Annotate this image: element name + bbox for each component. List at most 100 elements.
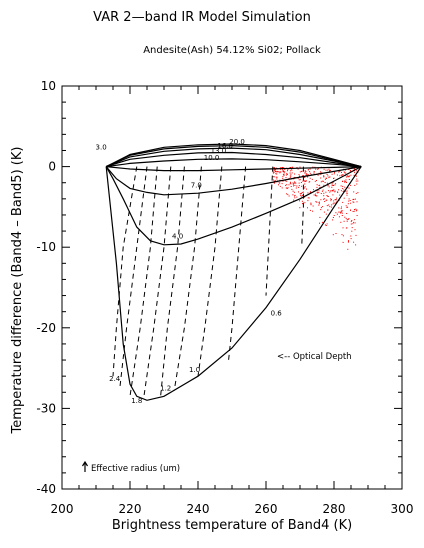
observation-point <box>342 235 344 237</box>
observation-point <box>320 193 322 194</box>
observation-point <box>316 201 318 203</box>
observation-point <box>312 210 314 212</box>
observation-point <box>332 190 334 192</box>
observation-point <box>323 175 325 177</box>
observation-point <box>331 183 333 185</box>
optical-depth-annotation: <-- Optical Depth <box>277 352 352 362</box>
observation-point <box>275 173 277 175</box>
observation-point <box>279 172 281 174</box>
observation-point <box>335 212 337 214</box>
radius-label: 16.0 <box>217 142 233 150</box>
observation-point <box>340 190 342 192</box>
radius-labels: 3.0 4.0 7.0 10.013.016.020.0 <box>96 138 245 240</box>
observation-point <box>307 176 309 178</box>
optical-depth-label: 0.6 <box>271 310 283 318</box>
optical-depth-line <box>228 166 247 361</box>
observation-point <box>340 212 342 214</box>
observation-point <box>348 240 349 242</box>
observation-point <box>286 180 288 182</box>
observation-point <box>326 223 328 225</box>
observation-point <box>304 186 306 188</box>
observation-point <box>298 185 300 187</box>
observation-point <box>322 180 324 182</box>
observation-point <box>316 180 317 182</box>
observation-point <box>279 182 281 184</box>
observation-point <box>355 208 357 210</box>
observation-point <box>332 190 334 191</box>
observation-point <box>319 222 320 224</box>
observation-point <box>352 223 354 225</box>
observation-point <box>300 193 302 194</box>
optical-depth-labels: 2.4 1.8 1.2 1.0 0.6 <box>109 310 282 405</box>
observation-point <box>286 173 288 175</box>
observation-point <box>290 173 292 175</box>
observation-point <box>327 184 329 186</box>
observation-point <box>319 216 321 218</box>
up-arrow-icon <box>81 460 89 472</box>
observation-point <box>339 194 341 196</box>
observation-point <box>341 206 342 208</box>
observation-point <box>325 199 327 201</box>
observation-point <box>341 174 343 176</box>
observation-point <box>331 186 333 188</box>
observation-point <box>354 229 356 231</box>
observation-point <box>275 176 277 178</box>
x-tick-label: 220 <box>119 502 142 516</box>
observation-point <box>353 201 355 203</box>
observation-point <box>350 184 352 186</box>
y-tick-label: -40 <box>36 482 56 496</box>
observation-point <box>294 197 296 199</box>
observation-point <box>299 179 301 181</box>
observation-point <box>346 206 348 208</box>
observation-point <box>352 199 354 200</box>
observation-point <box>288 184 290 186</box>
observation-point <box>330 190 332 192</box>
observation-point <box>275 171 276 172</box>
observation-point <box>338 207 340 209</box>
observation-point <box>304 181 306 183</box>
observation-point <box>342 181 343 182</box>
observation-point <box>303 180 305 182</box>
y-tick-label: 0 <box>48 160 56 174</box>
observation-point <box>306 173 308 175</box>
observation-point <box>317 192 319 194</box>
observation-point <box>289 167 291 169</box>
observation-point <box>320 177 322 179</box>
x-tick-label: 260 <box>255 502 278 516</box>
axis-ticks <box>61 85 403 490</box>
observation-point <box>332 219 334 221</box>
observation-point <box>299 175 300 177</box>
optical-depth-label: 1.0 <box>189 366 200 374</box>
observation-point <box>298 182 300 184</box>
observation-point <box>322 189 324 191</box>
radius-label: 7.0 <box>191 182 202 190</box>
y-tick-label: -10 <box>36 240 56 254</box>
observation-point <box>287 187 289 189</box>
observation-point <box>323 192 325 194</box>
observation-point <box>327 195 329 197</box>
observation-point <box>291 166 293 168</box>
observation-point <box>309 172 311 174</box>
observation-point <box>299 193 301 195</box>
observation-point <box>274 179 276 181</box>
observation-point <box>289 176 291 178</box>
observation-point <box>299 166 301 168</box>
observation-point <box>325 169 327 171</box>
observation-point <box>281 187 283 189</box>
observation-point <box>344 181 346 183</box>
observation-point <box>342 227 344 229</box>
observation-point <box>354 209 355 210</box>
observation-point <box>304 187 306 189</box>
x-tick-label: 240 <box>187 502 210 516</box>
observation-point <box>355 244 357 246</box>
observation-point <box>333 200 335 202</box>
observation-point <box>272 172 274 174</box>
observation-point <box>289 175 291 177</box>
observation-point <box>348 198 350 200</box>
observation-point <box>283 171 285 173</box>
observation-point <box>287 169 289 171</box>
observation-point <box>351 230 353 232</box>
observation-point <box>353 241 355 243</box>
observation-point <box>273 169 275 171</box>
radius-curve <box>105 147 362 168</box>
